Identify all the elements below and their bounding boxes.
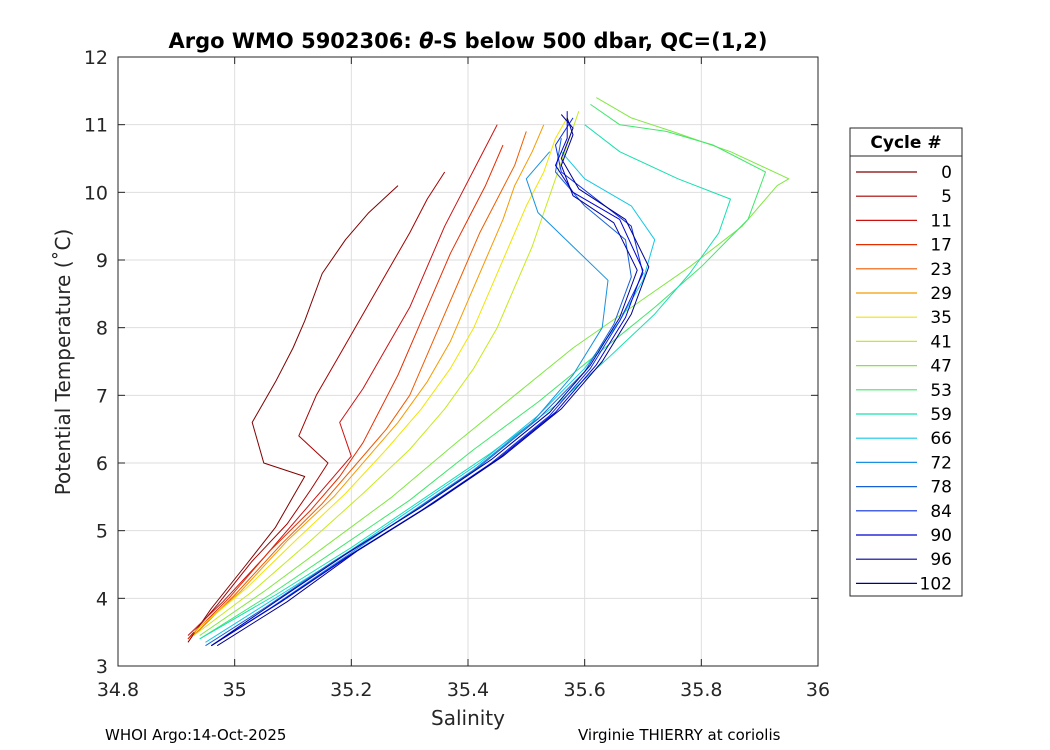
series-line-cycle-5 bbox=[187, 171, 446, 640]
y-axis-label: Potential Temperature (˚C) bbox=[51, 229, 75, 496]
legend-label-102: 102 bbox=[920, 574, 952, 594]
series-line-cycle-17 bbox=[187, 144, 504, 640]
legend-label-96: 96 bbox=[930, 550, 952, 570]
legend-label-78: 78 bbox=[930, 478, 952, 498]
x-tick-label: 35.8 bbox=[680, 679, 722, 701]
legend-label-5: 5 bbox=[941, 187, 952, 207]
y-tick-label: 10 bbox=[84, 182, 108, 204]
series-line-cycle-102 bbox=[216, 114, 650, 647]
legend-label-0: 0 bbox=[941, 163, 952, 183]
x-axis-label: Salinity bbox=[431, 706, 505, 730]
series-line-cycle-41 bbox=[193, 110, 580, 636]
legend-label-35: 35 bbox=[930, 308, 952, 328]
series-line-cycle-72 bbox=[211, 151, 609, 647]
y-tick-label: 6 bbox=[96, 453, 108, 475]
legend-label-53: 53 bbox=[930, 381, 952, 401]
legend-box bbox=[849, 127, 963, 597]
x-tick-label: 35.2 bbox=[330, 679, 372, 701]
legend-entries: 0 5 11 17 23 29 35 41 47 53 59 66 72 78 84 90 96 102 bbox=[856, 163, 952, 594]
x-tick-label: 35 bbox=[223, 679, 247, 701]
legend: Cycle # 0 5 11 17 23 29 35 41 47 53 59 66 72 78 84 90 96… bbox=[849, 127, 963, 597]
y-tick-label: 9 bbox=[96, 250, 108, 272]
footer-credit: Virginie THIERRY at coriolis bbox=[578, 726, 781, 744]
series-line-cycle-23 bbox=[193, 131, 527, 636]
legend-label-72: 72 bbox=[930, 453, 952, 473]
y-tick-label: 8 bbox=[96, 318, 108, 340]
x-tick-label: 35.6 bbox=[564, 679, 606, 701]
series-line-cycle-35 bbox=[193, 117, 568, 633]
legend-label-41: 41 bbox=[930, 332, 952, 352]
y-tick-label: 3 bbox=[96, 656, 108, 678]
y-tick-label: 7 bbox=[96, 385, 108, 407]
series-line-cycle-11 bbox=[187, 124, 498, 636]
series-line-cycle-59 bbox=[199, 124, 731, 640]
x-tick-label: 36 bbox=[806, 679, 830, 701]
legend-label-66: 66 bbox=[930, 429, 952, 449]
footer-source-date: WHOI Argo:14-Oct-2025 bbox=[105, 726, 287, 744]
y-tick-label: 5 bbox=[96, 521, 108, 543]
legend-label-47: 47 bbox=[930, 357, 952, 377]
legend-label-17: 17 bbox=[930, 236, 952, 256]
y-tick-label: 4 bbox=[96, 588, 108, 610]
x-axis-ticks: 34.8 35 35.2 35.4 35.6 35.8 36 bbox=[97, 57, 830, 701]
legend-title: Cycle # bbox=[870, 133, 941, 153]
series-line-cycle-29 bbox=[193, 124, 545, 633]
data-series-layer bbox=[187, 97, 790, 647]
legend-label-59: 59 bbox=[930, 405, 952, 425]
legend-label-23: 23 bbox=[930, 260, 952, 280]
y-axis-ticks: 3 4 5 6 7 8 9 10 11 12 bbox=[84, 47, 818, 678]
series-line-cycle-0 bbox=[187, 185, 399, 643]
chart-title: Argo WMO 5902306: θ-S below 500 dbar, QC… bbox=[168, 29, 767, 53]
x-tick-label: 35.4 bbox=[447, 679, 489, 701]
series-line-cycle-53 bbox=[199, 103, 766, 640]
y-tick-label: 11 bbox=[84, 115, 108, 137]
legend-label-11: 11 bbox=[930, 211, 952, 231]
legend-label-84: 84 bbox=[930, 502, 952, 522]
legend-label-90: 90 bbox=[930, 526, 952, 546]
x-tick-label: 34.8 bbox=[97, 679, 139, 701]
series-line-cycle-96 bbox=[211, 117, 638, 647]
legend-label-29: 29 bbox=[930, 284, 952, 304]
y-tick-label: 12 bbox=[84, 47, 108, 69]
